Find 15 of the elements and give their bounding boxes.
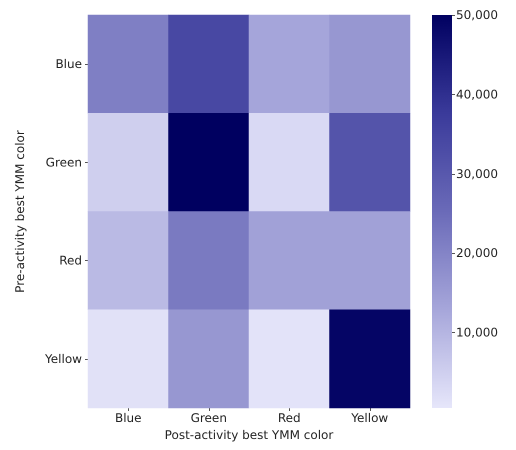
- y-tick-label: Yellow: [44, 352, 82, 366]
- y-axis-title: Pre-activity best YMM color: [13, 130, 27, 293]
- color-bar-label: 50,000: [456, 8, 498, 22]
- x-tick-label: Blue: [114, 411, 142, 425]
- x-axis-title: Post-activity best YMM color: [164, 428, 334, 442]
- color-bar-label: 10,000: [456, 326, 498, 340]
- x-tick-label: Red: [278, 411, 301, 425]
- x-tick-label: Green: [190, 411, 227, 425]
- y-tick-label: Red: [59, 254, 82, 268]
- x-tick-label: Yellow: [350, 411, 388, 425]
- y-tick-label: Green: [46, 155, 82, 170]
- color-bar-label: 30,000: [456, 166, 498, 181]
- color-bar-label: 40,000: [456, 87, 498, 102]
- y-tick-label: Blue: [55, 57, 82, 72]
- color-bar-label: 20,000: [456, 246, 498, 260]
